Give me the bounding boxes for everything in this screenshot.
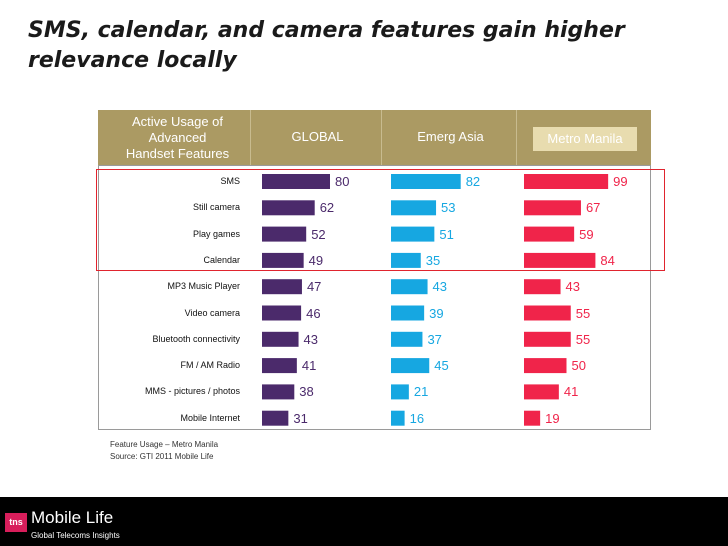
bar-value-metro-manila: 59 [579, 226, 594, 242]
row-label: Calendar [203, 254, 240, 265]
bar-global [262, 305, 302, 321]
bar-metro-manila [524, 174, 609, 189]
bar-value-emerg-asia: 37 [427, 331, 442, 347]
header-divider [250, 110, 251, 165]
bar-emerg-asia [391, 358, 430, 374]
bar-value-metro-manila: 84 [600, 252, 615, 268]
bar-metro-manila [524, 226, 575, 242]
bar-value-emerg-asia: 16 [409, 410, 425, 426]
bar-global [262, 384, 295, 400]
bar-metro-manila [524, 384, 559, 400]
bar-value-metro-manila: 41 [563, 384, 579, 400]
bar-value-global: 41 [301, 358, 317, 374]
header-divider [381, 110, 382, 165]
row-label: Play games [192, 228, 240, 239]
highlight-box [96, 169, 665, 271]
bar-value-global: 38 [299, 384, 314, 400]
bar-value-emerg-asia: 39 [429, 305, 444, 321]
header-global: GLOBAL [291, 129, 344, 144]
row-label: MMS - pictures / photos [144, 386, 240, 397]
footer-bar [0, 497, 728, 546]
row-label: Bluetooth connectivity [152, 333, 240, 344]
bar-metro-manila [524, 279, 561, 295]
table-body [98, 165, 651, 430]
bar-global [262, 410, 289, 426]
bar-emerg-asia [391, 305, 425, 321]
bar-value-global: 43 [303, 331, 319, 347]
bar-emerg-asia [391, 200, 437, 216]
bar-value-emerg-asia: 21 [413, 384, 429, 400]
bar-emerg-asia [391, 384, 409, 400]
bar-value-metro-manila: 67 [585, 200, 601, 216]
bar-global [262, 252, 304, 268]
bar-value-emerg-asia: 35 [425, 252, 441, 268]
header-emerg-asia: Emerg Asia [417, 129, 484, 144]
bar-value-global: 31 [293, 410, 308, 426]
footer-brand: Mobile Life [31, 508, 114, 527]
bar-value-emerg-asia: 53 [441, 200, 456, 216]
bar-global [262, 200, 315, 216]
bar-emerg-asia [391, 331, 423, 347]
bar-metro-manila [524, 358, 567, 374]
row-label: Mobile Internet [180, 412, 240, 423]
bar-emerg-asia [391, 252, 421, 268]
bar-value-global: 47 [306, 279, 322, 295]
footer-tagline: Global Telecoms Insights [31, 531, 120, 540]
bar-emerg-asia [391, 226, 435, 242]
bar-global [262, 331, 299, 347]
row-label: MP3 Music Player [167, 281, 240, 292]
header-metro-manila-box [533, 127, 637, 151]
bar-value-metro-manila: 50 [571, 358, 586, 374]
slide-title: SMS, calendar, and camera features gain … [28, 18, 625, 73]
header-feature-line2: Advanced [148, 130, 207, 145]
row-label: Still camera [192, 202, 240, 213]
header-feature-line3: Handset Features [125, 146, 230, 161]
row-label: FM / AM Radio [180, 360, 240, 371]
bar-global [262, 226, 307, 242]
bar-global [262, 279, 302, 295]
bar-value-global: 49 [308, 252, 324, 268]
bar-metro-manila [524, 252, 596, 268]
bar-metro-manila [524, 331, 571, 347]
bar-emerg-asia [391, 279, 428, 295]
row-label: SMS [220, 176, 240, 186]
bar-value-global: 52 [311, 226, 326, 242]
bar-value-emerg-asia: 45 [434, 358, 449, 374]
bar-metro-manila [524, 410, 541, 426]
header-metro-manila: Metro Manila [547, 131, 623, 146]
bar-value-emerg-asia: 82 [465, 174, 481, 189]
bar-value-global: 80 [335, 174, 350, 189]
bar-value-metro-manila: 19 [545, 410, 560, 426]
row-label: Video camera [184, 307, 240, 318]
bar-value-metro-manila: 55 [575, 305, 591, 321]
bar-value-metro-manila: 55 [575, 331, 591, 347]
bar-metro-manila [524, 305, 571, 321]
bar-value-emerg-asia: 51 [439, 226, 454, 242]
footnote-feature-usage: Feature Usage – Metro Manila [110, 440, 219, 449]
header-divider [516, 110, 517, 165]
bar-value-emerg-asia: 43 [432, 279, 448, 295]
bar-value-global: 62 [319, 200, 335, 216]
header-feature-line1: Active Usage of [131, 114, 224, 129]
bar-value-metro-manila: 99 [613, 174, 628, 189]
bar-emerg-asia [391, 174, 461, 189]
bar-value-metro-manila: 43 [565, 279, 581, 295]
bar-global [262, 174, 330, 189]
bar-emerg-asia [391, 410, 405, 426]
bar-value-global: 46 [306, 305, 321, 321]
bar-global [262, 358, 297, 374]
footnote-source: Source: GTI 2011 Mobile Life [110, 452, 214, 461]
tns-logo: tns [5, 513, 27, 532]
bar-metro-manila [524, 200, 581, 216]
